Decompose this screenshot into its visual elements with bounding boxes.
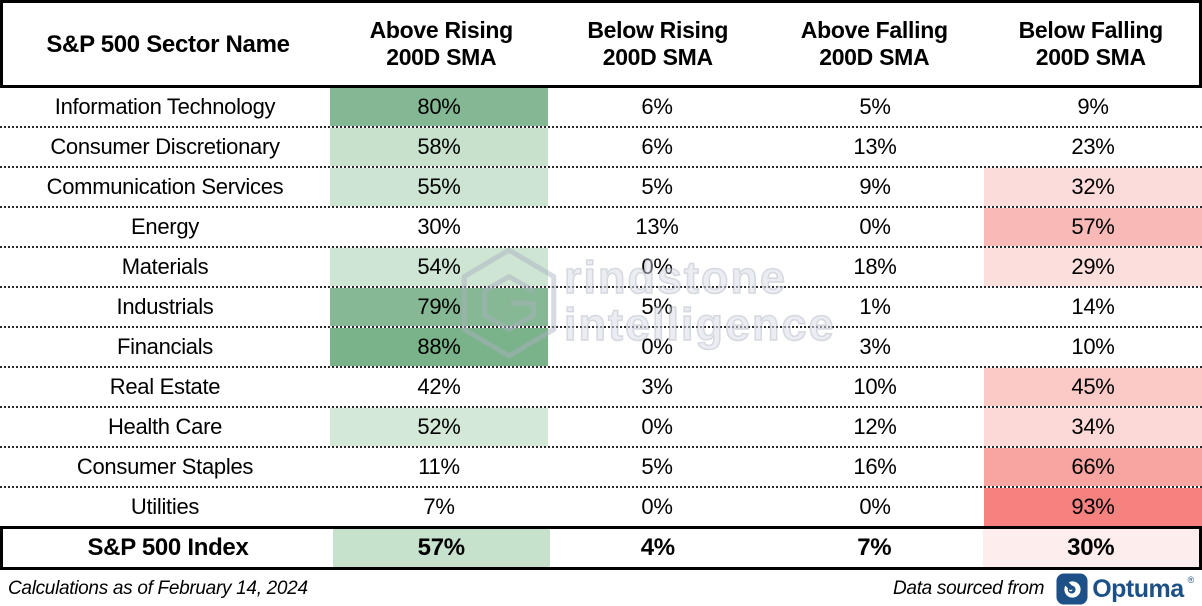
value-below-rising: 6% bbox=[641, 94, 673, 119]
value-above-falling: 1% bbox=[859, 294, 891, 319]
sector-name: Utilities bbox=[130, 494, 200, 519]
value-below-falling: 9% bbox=[1077, 94, 1109, 119]
value-below-rising: 0% bbox=[641, 414, 673, 439]
value-below-rising: 3% bbox=[641, 374, 673, 399]
value-below-falling: 23% bbox=[1071, 134, 1115, 159]
column-header: Above Falling 200D SMA bbox=[800, 17, 948, 70]
optuma-logo: Optuma ® bbox=[1056, 573, 1194, 605]
value-below-falling: 10% bbox=[1071, 334, 1115, 359]
header-sector-name: S&P 500 Sector Name bbox=[46, 30, 290, 58]
value-above-rising: 54% bbox=[330, 248, 548, 286]
sector-name: Communication Services bbox=[46, 174, 284, 199]
sector-name: Materials bbox=[121, 254, 209, 279]
sector-name: Consumer Staples bbox=[76, 454, 254, 479]
value-below-falling: 93% bbox=[984, 488, 1202, 526]
sector-name: Health Care bbox=[107, 414, 223, 439]
value-above-falling: 16% bbox=[853, 454, 897, 479]
value-below-falling: 34% bbox=[984, 408, 1202, 446]
value-above-rising: 7% bbox=[423, 494, 455, 519]
sector-name: Information Technology bbox=[54, 94, 276, 119]
value-below-falling: 45% bbox=[984, 368, 1202, 406]
index-row-label: S&P 500 Index bbox=[87, 534, 249, 561]
value-above-falling: 9% bbox=[859, 174, 891, 199]
table-row: Industrials 79% 5% 1% 14% bbox=[0, 288, 1202, 328]
value-below-rising: 0% bbox=[641, 334, 673, 359]
table-footer: Calculations as of February 14, 2024 Dat… bbox=[0, 572, 1202, 606]
table-row: Consumer Discretionary 58% 6% 13% 23% bbox=[0, 128, 1202, 168]
column-header: Below Falling 200D SMA bbox=[1018, 17, 1164, 70]
table-row: Energy 30% 13% 0% 57% bbox=[0, 208, 1202, 248]
value-below-rising: 5% bbox=[641, 174, 673, 199]
table-header-row: S&P 500 Sector Name Above Rising 200D SM… bbox=[0, 0, 1202, 88]
value-above-falling: 13% bbox=[853, 134, 897, 159]
index-value-above-rising: 57% bbox=[333, 529, 550, 567]
value-above-rising: 79% bbox=[330, 288, 548, 326]
value-above-falling: 3% bbox=[859, 334, 891, 359]
table-row: Materials 54% 0% 18% 29% bbox=[0, 248, 1202, 288]
table-row: Real Estate 42% 3% 10% 45% bbox=[0, 368, 1202, 408]
value-above-rising: 11% bbox=[418, 454, 460, 479]
index-summary-row: S&P 500 Index 57% 4% 7% 30% bbox=[0, 526, 1202, 570]
value-above-rising: 88% bbox=[330, 328, 548, 366]
as-of-date-note: Calculations as of February 14, 2024 bbox=[8, 578, 308, 599]
registered-mark: ® bbox=[1187, 575, 1195, 585]
table-body: Information Technology 80% 6% 5% 9% Cons… bbox=[0, 88, 1202, 528]
data-source-note: Data sourced from bbox=[893, 578, 1045, 599]
value-above-falling: 18% bbox=[853, 254, 897, 279]
table-row: Utilities 7% 0% 0% 93% bbox=[0, 488, 1202, 528]
column-header: Above Rising 200D SMA bbox=[369, 17, 514, 70]
value-below-rising: 6% bbox=[641, 134, 673, 159]
value-below-falling: 14% bbox=[1071, 294, 1115, 319]
value-above-falling: 0% bbox=[859, 214, 891, 239]
value-below-rising: 13% bbox=[635, 214, 679, 239]
value-above-falling: 12% bbox=[853, 414, 897, 439]
value-above-rising: 30% bbox=[417, 214, 461, 239]
value-below-falling: 29% bbox=[984, 248, 1202, 286]
value-above-rising: 80% bbox=[330, 88, 548, 126]
sector-name: Energy bbox=[131, 214, 199, 239]
value-above-rising: 58% bbox=[330, 128, 548, 166]
value-below-rising: 0% bbox=[641, 254, 673, 279]
value-above-falling: 5% bbox=[859, 94, 891, 119]
sector-name: Industrials bbox=[116, 294, 214, 319]
optuma-wordmark: Optuma bbox=[1092, 574, 1184, 603]
value-below-falling: 66% bbox=[984, 448, 1202, 486]
table-row: Consumer Staples 11% 5% 16% 66% bbox=[0, 448, 1202, 488]
table-row: Communication Services 55% 5% 9% 32% bbox=[0, 168, 1202, 208]
table-row: Financials 88% 0% 3% 10% bbox=[0, 328, 1202, 368]
value-above-rising: 55% bbox=[330, 168, 548, 206]
optuma-icon bbox=[1056, 573, 1088, 605]
table-row: Information Technology 80% 6% 5% 9% bbox=[0, 88, 1202, 128]
index-value-above-falling: 7% bbox=[857, 534, 892, 561]
index-value-below-rising: 4% bbox=[640, 534, 675, 561]
value-above-falling: 10% bbox=[853, 374, 897, 399]
sector-name: Financials bbox=[116, 334, 214, 359]
value-above-rising: 42% bbox=[417, 374, 461, 399]
value-below-falling: 57% bbox=[984, 208, 1202, 246]
value-above-rising: 52% bbox=[330, 408, 548, 446]
index-value-below-falling: 30% bbox=[982, 529, 1199, 567]
value-above-falling: 0% bbox=[859, 494, 891, 519]
sector-name: Consumer Discretionary bbox=[50, 134, 280, 159]
value-below-rising: 5% bbox=[641, 454, 673, 479]
value-below-rising: 5% bbox=[641, 294, 673, 319]
column-header: Below Rising 200D SMA bbox=[587, 17, 729, 70]
sector-name: Real Estate bbox=[109, 374, 221, 399]
value-below-rising: 0% bbox=[641, 494, 673, 519]
value-below-falling: 32% bbox=[984, 168, 1202, 206]
table-row: Health Care 52% 0% 12% 34% bbox=[0, 408, 1202, 448]
